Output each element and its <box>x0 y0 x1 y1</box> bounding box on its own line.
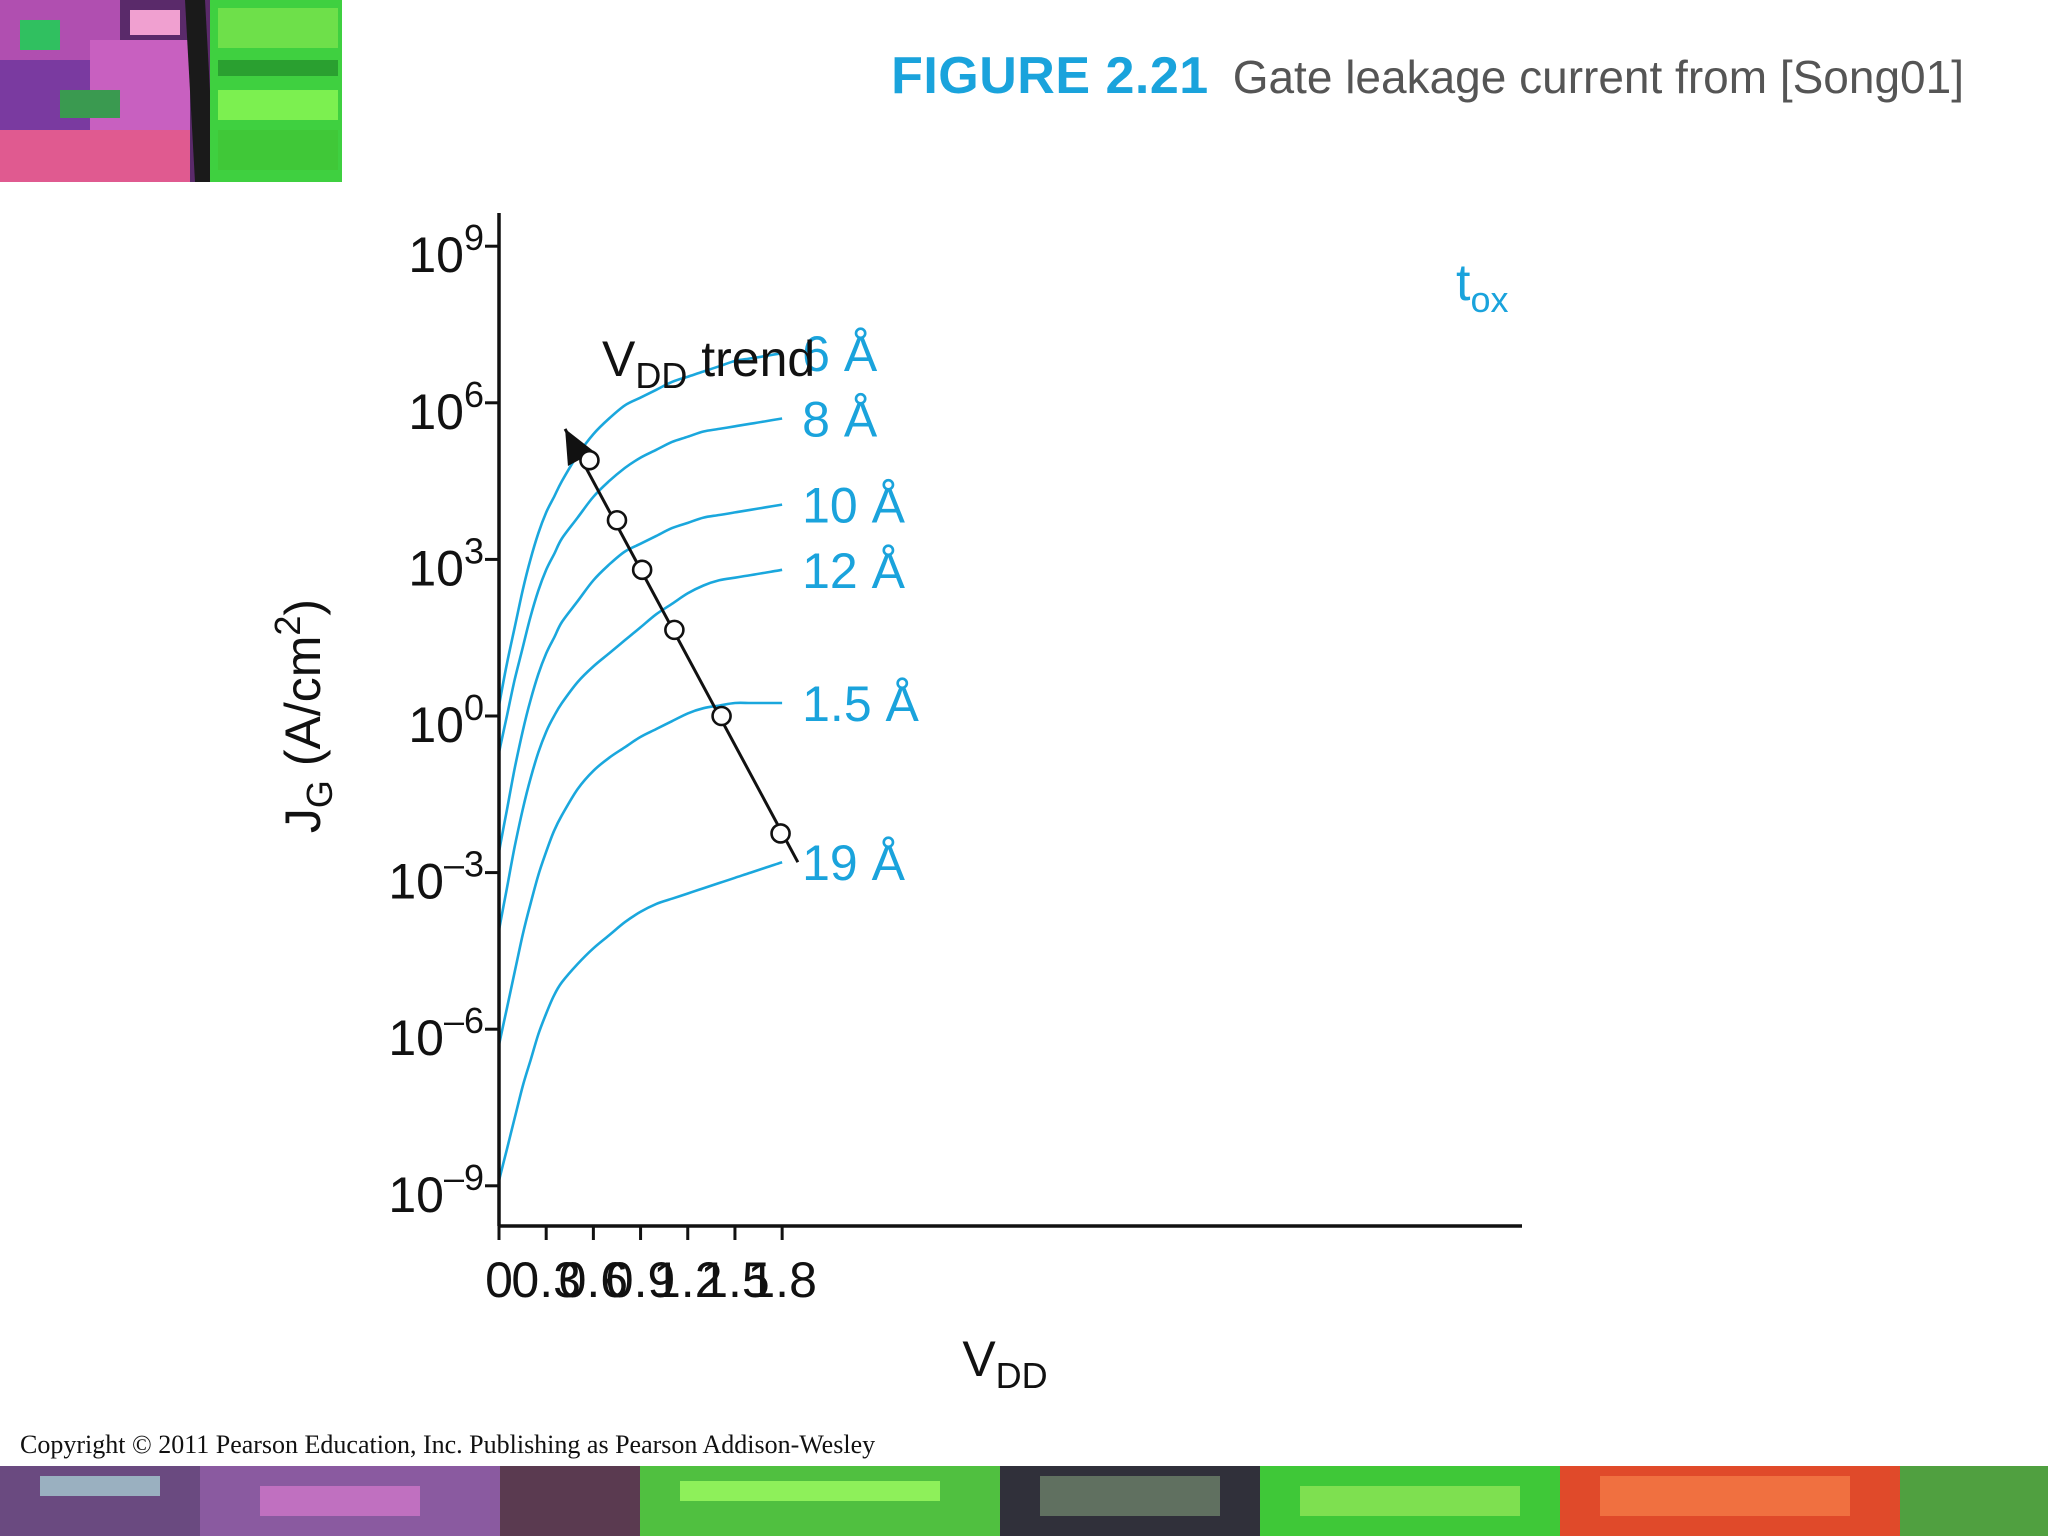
x-tick-label-5: 1.2 <box>653 1252 723 1308</box>
y-tick-label-5: 10–3 <box>388 844 484 910</box>
series-label-5: 1.5 Å <box>802 676 919 732</box>
y-tick-label-1: 109 <box>408 217 484 283</box>
x-tick-label-2: 0.3 <box>511 1252 581 1308</box>
chip-die-strip <box>0 1466 2048 1536</box>
series-layer <box>497 351 783 1181</box>
x-tick-label-4: 0.9 <box>606 1252 676 1308</box>
y-tick-label-2: 106 <box>408 374 484 440</box>
trend-label: VDD trend <box>602 331 815 396</box>
y-tick-label-6: 10–6 <box>388 1000 484 1066</box>
y-axis-title: JG (A/cm2) <box>267 599 340 833</box>
axes-layer: 00.30.60.91.21.51.8 109 106 103 100 10–3 10–6 1… <box>388 213 1522 1308</box>
series-label-4: 12 Å <box>802 543 906 599</box>
trend-line <box>563 428 800 863</box>
chip-die-photo-corner <box>0 0 342 182</box>
gate-leakage-chart: 00.30.60.91.21.51.8 109 106 103 100 10–3 10–6 1… <box>267 213 1522 1396</box>
trend-marker-2 <box>606 509 628 531</box>
trend-marker-5 <box>711 705 732 727</box>
trend-arrowhead <box>565 428 595 466</box>
series-line-6 <box>497 860 783 1181</box>
figure-number: FIGURE 2.21 <box>891 47 1209 105</box>
x-tick-label-3: 0.6 <box>559 1252 629 1308</box>
series-line-2 <box>497 417 783 753</box>
series-line-5 <box>497 701 783 1046</box>
trend-layer <box>563 428 800 863</box>
legend-title: tox <box>1456 254 1508 320</box>
series-label-2: 8 Å <box>802 391 878 447</box>
chip-die-photo-strip <box>0 1466 2048 1536</box>
series-label-1: 6 Å <box>802 326 878 382</box>
series-label-3: 10 Å <box>802 478 906 534</box>
figure-header: FIGURE 2.21 Gate leakage current from [So… <box>891 50 1964 102</box>
series-label-6: 19 Å <box>802 835 906 891</box>
series-line-1 <box>497 351 783 706</box>
y-tick-label-3: 103 <box>408 530 484 596</box>
y-tick-label-4: 100 <box>408 687 484 753</box>
trend-marker-1 <box>579 449 600 471</box>
chip-die-photo <box>0 0 342 182</box>
x-tick-label-1: 0 <box>485 1252 513 1308</box>
figure-caption: Gate leakage current from [Song01] <box>1232 51 1964 103</box>
series-line-4 <box>497 568 783 931</box>
copyright-notice: Copyright © 2011 Pearson Education, Inc.… <box>20 1430 876 1459</box>
x-axis-title: VDD <box>962 1331 1047 1396</box>
trend-marker-3 <box>631 559 653 581</box>
trend-marker-6 <box>770 823 791 844</box>
x-tick-label-6: 1.5 <box>700 1252 770 1308</box>
labels-layer: 6 Å 8 Å 10 Å 12 Å 1.5 Å 19 Å tox VDD trend VDD JG… <box>267 254 1508 1396</box>
y-tick-label-7: 10–9 <box>388 1157 484 1223</box>
series-line-3 <box>497 503 783 852</box>
trend-marker-4 <box>664 619 685 641</box>
x-tick-label-7: 1.8 <box>747 1252 817 1308</box>
